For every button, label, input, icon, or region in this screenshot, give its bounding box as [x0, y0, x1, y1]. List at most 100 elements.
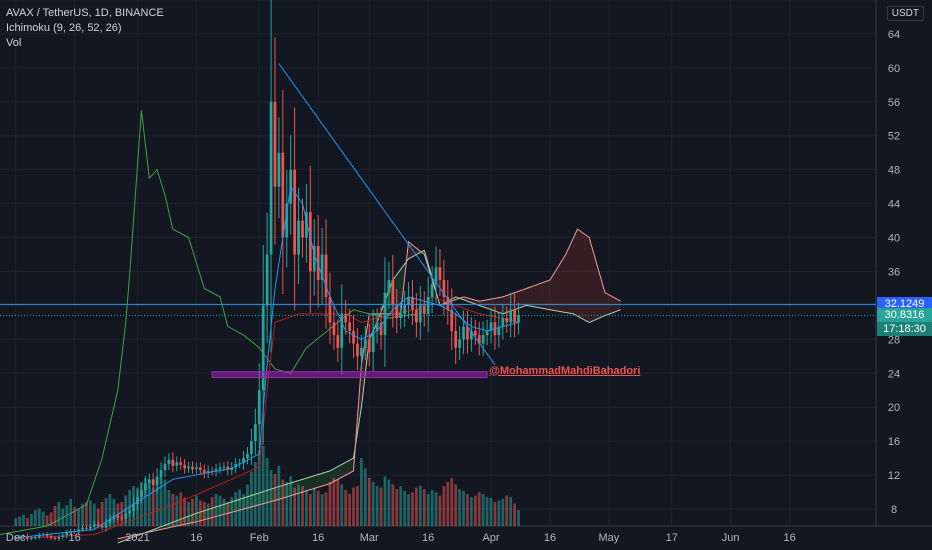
- ichimoku-cloud-segment: [231, 501, 234, 513]
- ichimoku-cloud-segment: [483, 300, 486, 308]
- candle-body: [442, 279, 446, 297]
- candle-body: [61, 535, 65, 538]
- candle-body: [281, 152, 285, 238]
- ichimoku-cloud-segment: [190, 514, 193, 524]
- candle-body: [202, 470, 206, 474]
- ichimoku-cloud-segment: [542, 282, 545, 309]
- candle-body: [367, 339, 371, 353]
- candle-body: [430, 284, 434, 297]
- ichimoku-cloud-segment: [589, 237, 592, 323]
- time-axis-tick-label: Dec: [6, 532, 26, 544]
- candle-body: [348, 322, 351, 331]
- volume-bar: [391, 484, 395, 526]
- ichimoku-cloud-segment: [400, 266, 403, 314]
- support-zone: [211, 371, 488, 379]
- volume-bar: [297, 484, 300, 526]
- candle-body: [356, 343, 359, 357]
- ichimoku-cloud-segment: [322, 472, 325, 487]
- last-price-tag: 30.8316: [877, 308, 932, 323]
- ichimoku-cloud-segment: [180, 518, 183, 526]
- ichimoku-indicator-label[interactable]: Ichimoku (9, 26, 52, 26): [6, 22, 122, 34]
- volume-bar: [163, 479, 167, 526]
- volume-bar: [497, 500, 501, 526]
- ichimoku-cloud-segment: [206, 509, 209, 520]
- candle-body: [509, 309, 513, 323]
- candle-body: [175, 462, 179, 466]
- ichimoku-cloud-segment: [274, 487, 277, 501]
- volume-bar: [501, 498, 505, 526]
- candle-body: [81, 527, 84, 530]
- ichimoku-cloud-segment: [599, 272, 602, 319]
- volume-bar: [206, 503, 210, 526]
- ichimoku-cloud-segment: [577, 229, 580, 318]
- volume-bar: [505, 495, 509, 526]
- volume-bar: [454, 484, 458, 526]
- volume-indicator-label[interactable]: Vol: [6, 37, 22, 49]
- candle-body: [332, 322, 336, 336]
- volume-bar: [167, 490, 171, 526]
- candle-body: [250, 441, 253, 454]
- volume-bar: [88, 500, 92, 526]
- ichimoku-cloud-segment: [571, 237, 574, 314]
- candle-body: [116, 515, 120, 518]
- price-axis-tick-label: 48: [888, 165, 900, 177]
- volume-bar: [489, 498, 493, 526]
- volume-bar: [92, 503, 96, 526]
- volume-bar: [458, 489, 461, 526]
- candle-body: [324, 254, 328, 297]
- candle-body: [104, 523, 108, 528]
- ichimoku-cloud-segment: [225, 503, 228, 514]
- volume-bar: [104, 498, 108, 526]
- candle-body: [163, 464, 167, 471]
- ichimoku-cloud-segment: [233, 500, 236, 512]
- ichimoku-cloud-segment: [536, 284, 539, 308]
- candle-body: [399, 313, 403, 319]
- candle-body: [375, 322, 379, 331]
- volume-bar: [202, 502, 206, 526]
- ichimoku-cloud-segment: [498, 297, 501, 314]
- currency-selector[interactable]: USDT: [886, 6, 924, 21]
- volume-bar: [171, 494, 175, 526]
- volume-bar: [77, 508, 80, 526]
- time-axis-tick-label: Jun: [722, 532, 740, 544]
- ichimoku-cloud-segment: [351, 458, 354, 472]
- ichimoku-cloud-segment: [282, 484, 285, 499]
- ichimoku-cloud-segment: [245, 496, 248, 509]
- candle-body: [293, 169, 296, 255]
- volume-bar: [450, 478, 454, 526]
- volume-bar: [14, 518, 18, 526]
- candle-body: [65, 532, 69, 536]
- candle-body: [462, 326, 465, 340]
- ichimoku-cloud-segment: [212, 507, 215, 518]
- ichimoku-cloud-segment: [602, 285, 605, 317]
- volume-bar: [218, 495, 222, 526]
- candle-body: [147, 479, 151, 484]
- volume-bar: [261, 446, 265, 526]
- candle-body: [454, 330, 458, 348]
- ichimoku-cloud-segment: [239, 498, 242, 511]
- volume-bar: [481, 494, 485, 526]
- volume-bar: [470, 497, 473, 526]
- ichimoku-cloud-segment: [538, 283, 541, 308]
- candle-body: [155, 476, 159, 486]
- symbol-label[interactable]: AVAX / TetherUS, 1D, BINANCE: [6, 7, 164, 19]
- author-annotation: @MohammadMahdiBahadori: [489, 364, 641, 377]
- volume-bar: [403, 490, 406, 526]
- candle-body: [120, 517, 124, 519]
- candle-body: [285, 203, 289, 238]
- candle-body: [151, 479, 155, 486]
- ichimoku-cloud-segment: [579, 230, 582, 319]
- candle-body: [57, 537, 61, 539]
- volume-bar: [147, 484, 151, 526]
- volume-bar: [485, 497, 489, 526]
- ichimoku-cloud-segment: [280, 485, 283, 499]
- candle-body: [206, 470, 210, 474]
- candle-body: [269, 101, 273, 255]
- volume-bar: [57, 502, 61, 526]
- volume-bar: [18, 516, 22, 526]
- ichimoku-cloud-segment: [563, 254, 566, 313]
- volume-bar: [415, 487, 418, 526]
- candle-body: [297, 220, 300, 255]
